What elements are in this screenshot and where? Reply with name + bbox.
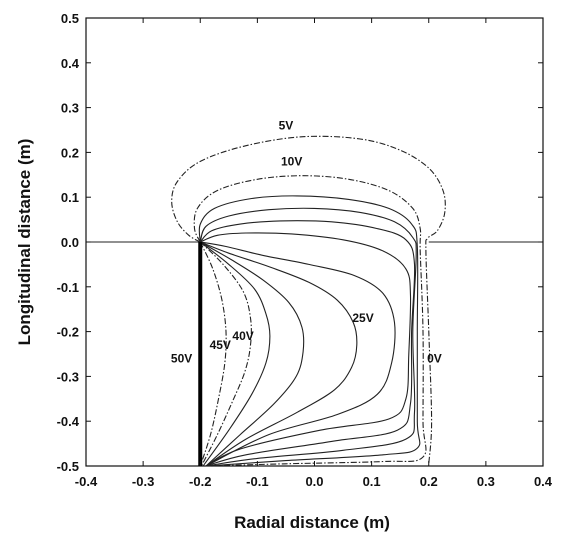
contour-label: 45V [210,338,231,352]
x-axis-title: Radial distance (m) [234,513,390,532]
contour-line-5 [200,232,412,467]
y-tick-label: 0.2 [61,145,79,160]
y-tick-label: 0.4 [61,56,80,71]
contour-label: 5V [279,119,294,133]
x-tick-label: 0.0 [305,474,323,489]
contour-label: 40V [232,329,253,343]
y-tick-label: -0.5 [57,459,79,474]
x-tick-label: 0.3 [477,474,495,489]
x-tick-label: -0.3 [132,474,154,489]
x-tick-label: 0.2 [420,474,438,489]
contour-line-45v [199,241,227,467]
contour-line-25v [200,241,358,467]
contour-line-10v [193,175,427,467]
electrode-label: 50V [171,351,192,365]
contour-label: 10V [281,154,302,168]
contour-line-5v [171,135,446,464]
y-axis-title: Longitudinal distance (m) [15,139,34,346]
x-tick-label: -0.4 [75,474,98,489]
y-tick-label: 0.3 [61,101,79,116]
y-tick-label: 0.1 [61,190,79,205]
x-tick-label: -0.2 [189,474,211,489]
contour-label: 0V [427,351,442,365]
x-tick-label: -0.1 [246,474,268,489]
y-tick-label: 0.5 [61,11,79,26]
y-tick-label: -0.1 [57,280,79,295]
contour-line-9 [199,241,271,467]
y-tick-label: -0.2 [57,325,79,340]
contour-line-2 [198,195,421,467]
contour-label: 25V [352,311,373,325]
y-tick-label: -0.4 [57,414,80,429]
plot-frame [85,17,544,467]
contour-line-3 [199,207,417,467]
tick-layer: -0.4 -0.3 -0.2 -0.1 0.0 0.1 0.2 0.3 0.4 0.5 0.4 0.3… [57,11,553,489]
contour-line-8 [200,241,305,467]
y-tick-label: -0.3 [57,369,79,384]
x-tick-label: 0.1 [363,474,381,489]
contour-line-6 [200,241,396,467]
contour-line-40v [199,241,252,467]
y-tick-label: 0.0 [61,235,79,250]
x-tick-label: 0.4 [534,474,553,489]
contour-layer [171,135,446,467]
contour-line-4 [199,220,416,467]
